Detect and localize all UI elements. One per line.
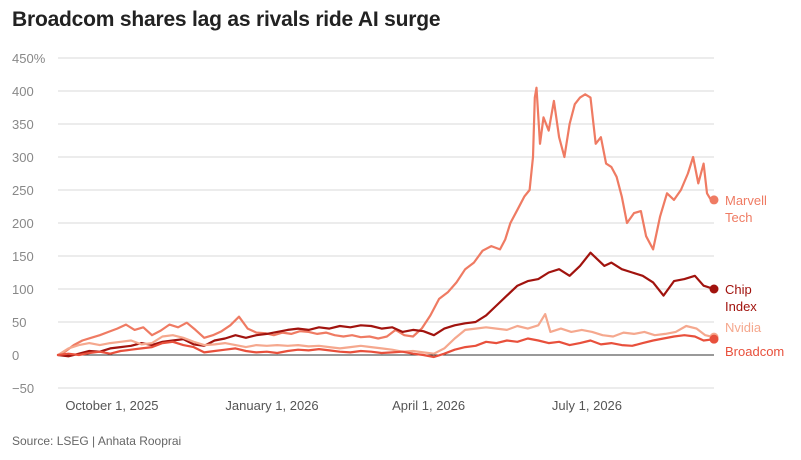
series-line-nvidia: [56, 313, 716, 357]
series-label-chip-index: Index: [725, 299, 757, 314]
series-label-marvell-tech: Marvell: [725, 193, 767, 208]
series-lines: [56, 86, 719, 359]
series-line-marvell-tech: [56, 86, 716, 357]
series-line-chip-index: [56, 251, 716, 358]
y-tick-label: 300: [12, 150, 34, 165]
series-label-marvell-tech: Tech: [725, 210, 752, 225]
x-tick-label: January 1, 2026: [225, 398, 318, 413]
chart-title: Broadcom shares lag as rivals ride AI su…: [12, 8, 441, 31]
series-line-broadcom: [56, 334, 716, 359]
gridlines: [58, 57, 714, 389]
series-labels: Marvell Tech Chip Index Nvidia Broadcom: [725, 193, 784, 359]
x-axis-ticks: October 1, 2025 January 1, 2026 April 1, 2…: [65, 398, 622, 413]
y-tick-label: 100: [12, 282, 34, 297]
series-label-chip-index: Chip: [725, 282, 752, 297]
y-tick-label: 150: [12, 249, 34, 264]
y-tick-label: 350: [12, 117, 34, 132]
series-end-dot-chip-index: [709, 284, 719, 294]
y-tick-label: 0: [12, 348, 19, 363]
series-end-dot-broadcom: [709, 334, 719, 344]
x-tick-label: October 1, 2025: [65, 398, 158, 413]
y-tick-label: 50: [12, 315, 26, 330]
y-axis-ticks: 450% 400 350 300 250 200 150 100 50 0 −50: [12, 51, 46, 396]
x-tick-label: July 1, 2026: [552, 398, 622, 413]
series-label-nvidia: Nvidia: [725, 320, 762, 335]
y-tick-label: 200: [12, 216, 34, 231]
x-tick-label: April 1, 2026: [392, 398, 465, 413]
y-tick-label: −50: [12, 381, 34, 396]
series-label-broadcom: Broadcom: [725, 344, 784, 359]
series-end-dot-marvell-tech: [709, 195, 719, 205]
source-note: Source: LSEG | Anhata Rooprai: [12, 434, 182, 448]
y-tick-label: 450%: [12, 51, 46, 66]
y-tick-label: 250: [12, 183, 34, 198]
y-tick-label: 400: [12, 84, 34, 99]
